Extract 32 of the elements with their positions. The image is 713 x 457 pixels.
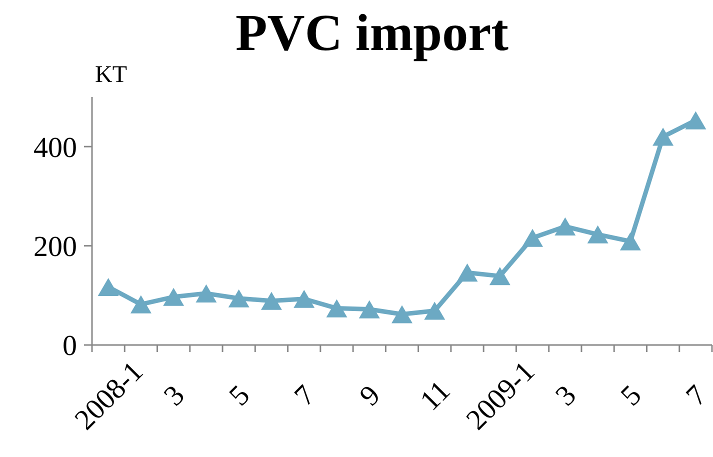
point xyxy=(294,290,315,308)
point xyxy=(456,264,478,282)
point xyxy=(358,300,380,318)
x-tick-label: 3 xyxy=(550,379,582,412)
x-tick-label: 7 xyxy=(680,379,713,412)
point xyxy=(163,288,184,306)
y-tick-label: 0 xyxy=(62,330,77,362)
point xyxy=(130,295,152,314)
y-axis-title: KT xyxy=(95,62,128,88)
x-tick-label: 9 xyxy=(354,379,387,412)
point xyxy=(685,111,706,130)
point xyxy=(326,299,348,318)
point xyxy=(522,228,544,247)
point xyxy=(196,284,217,302)
point xyxy=(228,289,250,308)
point xyxy=(98,278,119,296)
x-tick-label: 11 xyxy=(414,374,457,418)
point xyxy=(260,292,282,310)
y-tick-label: 400 xyxy=(34,132,77,164)
point xyxy=(652,128,674,146)
point xyxy=(620,232,641,250)
point xyxy=(392,305,412,324)
point xyxy=(587,225,608,244)
point xyxy=(489,267,510,286)
x-tick-label: 5 xyxy=(223,379,256,412)
point xyxy=(424,302,446,320)
point xyxy=(554,217,576,236)
chart-title: PVC import xyxy=(236,5,510,62)
x-tick-label: 7 xyxy=(288,379,322,412)
x-tick-label: 5 xyxy=(614,379,648,412)
y-tick-label: 200 xyxy=(34,230,77,263)
x-tick-label: 3 xyxy=(158,379,191,412)
